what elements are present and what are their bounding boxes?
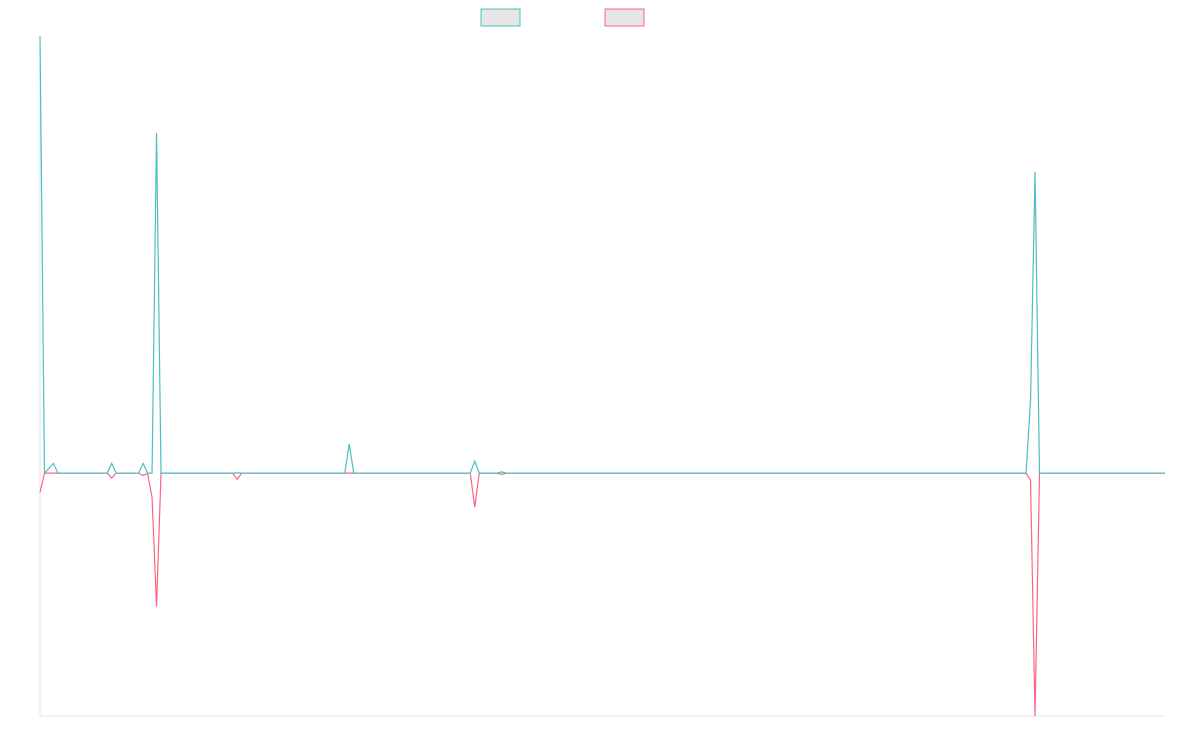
legend-item-2[interactable] xyxy=(604,8,645,27)
legend xyxy=(480,8,645,27)
series-line-1 xyxy=(39,35,1165,475)
plot-area xyxy=(39,35,1165,717)
legend-item-1[interactable] xyxy=(480,8,521,27)
legend-swatch-1 xyxy=(480,8,521,27)
series-layer xyxy=(39,35,1165,717)
series-line-2 xyxy=(39,472,1165,717)
legend-swatch-2 xyxy=(604,8,645,27)
